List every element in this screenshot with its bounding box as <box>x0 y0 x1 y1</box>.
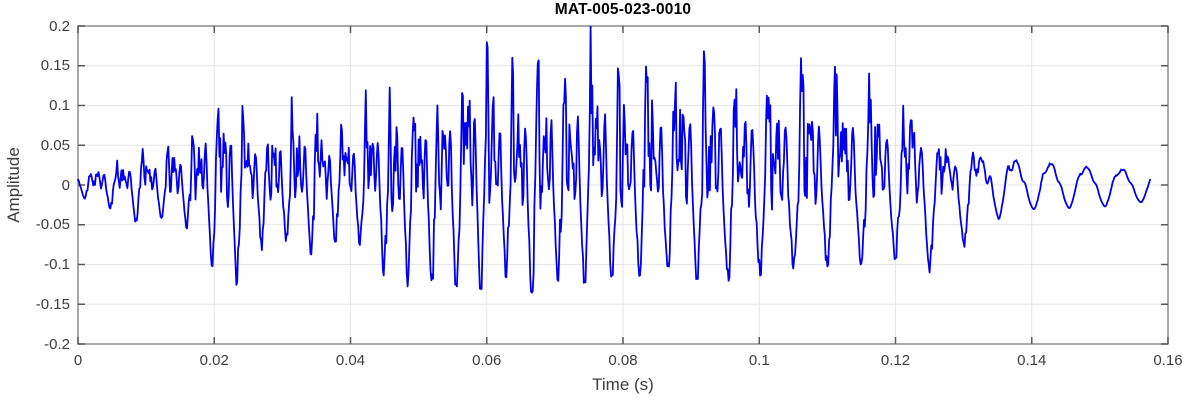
chart-title: MAT-005-023-0010 <box>554 1 692 18</box>
y-tick-label: 0 <box>61 176 70 194</box>
y-tick-label: 0.1 <box>49 97 70 114</box>
x-tick-label: 0.16 <box>1153 352 1183 369</box>
x-tick-label: 0.08 <box>608 352 638 369</box>
x-tick-label: 0.02 <box>199 352 229 369</box>
x-tick-label: 0.1 <box>748 352 770 369</box>
x-tick-label: 0.06 <box>472 352 502 369</box>
y-tick-label: -0.2 <box>44 335 70 353</box>
y-axis-label: Amplitude <box>4 147 23 223</box>
y-tick-label: 0.05 <box>40 136 70 154</box>
x-tick-label: 0 <box>73 352 83 369</box>
x-tick-label: 0.12 <box>880 352 911 369</box>
y-tick-label: -0.15 <box>35 295 70 313</box>
x-axis-label: Time (s) <box>592 375 654 394</box>
waveform-line <box>77 25 1151 294</box>
y-tick-label: 0.15 <box>40 57 70 75</box>
x-tick-label: 0.14 <box>1017 352 1047 369</box>
y-tick-label: -0.1 <box>44 256 70 273</box>
x-tick-label: 0.04 <box>335 352 366 369</box>
y-tick-label: 0.2 <box>49 17 70 35</box>
y-tick-label: -0.05 <box>35 216 70 234</box>
